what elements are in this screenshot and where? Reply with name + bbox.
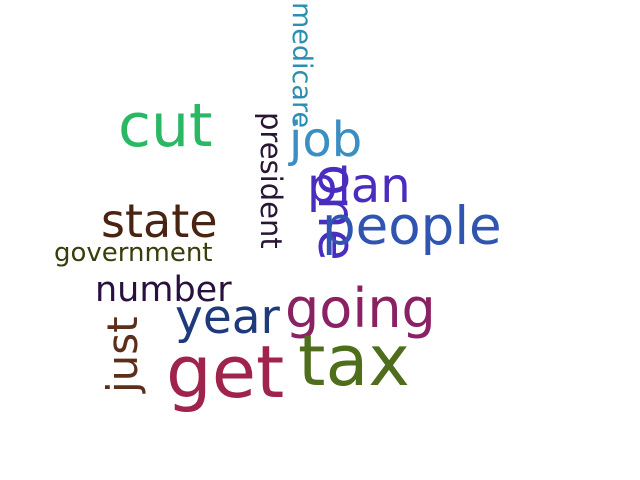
word-get: get	[166, 330, 285, 414]
word-president: president	[254, 112, 288, 249]
word-cut: cut	[118, 91, 213, 161]
word-people: people	[322, 196, 502, 257]
word-plan: plan	[307, 158, 411, 214]
word-just: just	[98, 316, 147, 393]
word-medicare: medicare	[286, 2, 317, 129]
word-going: going	[285, 277, 436, 340]
word-number: number	[95, 270, 232, 310]
word-year: year	[175, 290, 280, 345]
word-state: state	[101, 194, 218, 248]
word-job: job	[289, 112, 363, 168]
word-tax: tax	[298, 320, 410, 402]
word-government: government	[54, 238, 213, 268]
